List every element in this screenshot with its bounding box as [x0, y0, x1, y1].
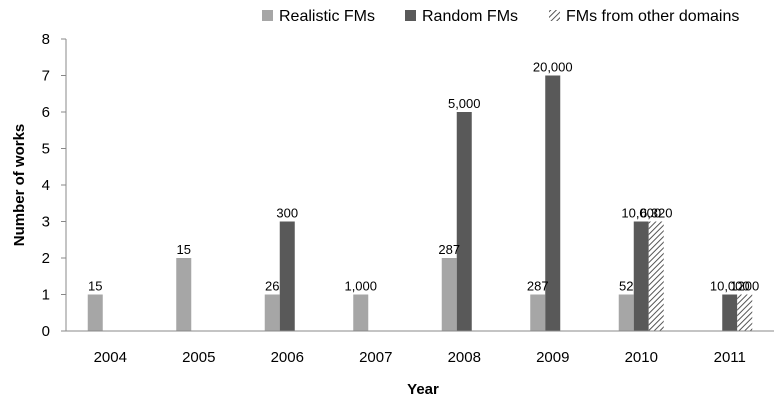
legend: Realistic FMs Random FMs FMs from other do… [262, 8, 739, 25]
data-label: 5,000 [448, 96, 481, 111]
bars [87, 75, 753, 331]
x-tick-label: 2011 [714, 349, 746, 366]
x-axis-title: Year [407, 381, 439, 398]
x-tick-label: 2008 [448, 349, 481, 366]
bar [722, 294, 738, 331]
y-tick-label: 8 [42, 31, 50, 48]
x-tick-label: 2005 [182, 349, 215, 366]
data-label: 1,000 [344, 279, 377, 294]
data-label: 20,000 [533, 60, 573, 75]
data-labels: 1515263001,0002875,00028720,0005210,0006… [88, 60, 759, 294]
data-label: 10,000 [621, 206, 661, 221]
legend-swatch [405, 10, 416, 21]
data-label: 26 [265, 279, 279, 294]
bar [633, 221, 649, 331]
y-tick-label: 0 [42, 323, 50, 340]
bar [441, 258, 457, 331]
bar [176, 258, 192, 331]
x-tick-label: 2009 [536, 349, 569, 366]
data-label: 300 [276, 206, 298, 221]
y-tick-label: 3 [42, 214, 50, 231]
data-label: 287 [438, 242, 460, 257]
bar [279, 221, 295, 331]
data-label: 10,000 [710, 279, 750, 294]
y-tick-label: 4 [42, 177, 50, 194]
data-label: 6,320 [640, 206, 673, 221]
data-label: 15 [88, 279, 102, 294]
y-tick-label: 1 [42, 287, 50, 304]
legend-label: Realistic FMs [279, 8, 375, 25]
bar [737, 294, 753, 331]
data-label: 15 [177, 242, 191, 257]
y-axis: 0 1 2 3 4 5 6 7 8 [42, 31, 66, 340]
x-tick-label: 2006 [271, 349, 304, 366]
bar [648, 221, 664, 331]
bar [456, 112, 472, 331]
bar [353, 294, 369, 331]
data-label: 287 [527, 279, 549, 294]
legend-swatch [262, 10, 273, 21]
bar [264, 294, 280, 331]
bar [618, 294, 634, 331]
bar [87, 294, 103, 331]
bar [530, 294, 546, 331]
y-tick-label: 2 [42, 250, 50, 267]
y-tick-label: 7 [42, 68, 50, 85]
y-tick-label: 5 [42, 141, 50, 158]
data-label: 1200 [730, 279, 759, 294]
bar [545, 75, 561, 331]
x-tick-label: 2007 [359, 349, 392, 366]
data-label: 52 [619, 279, 633, 294]
x-axis: 2004 2005 2006 2007 2008 2009 2010 2011 [94, 349, 746, 366]
y-tick-label: 6 [42, 104, 50, 121]
legend-swatch [549, 10, 560, 21]
legend-label: FMs from other domains [566, 8, 739, 25]
x-tick-label: 2010 [625, 349, 658, 366]
y-axis-title: Number of works [11, 124, 28, 247]
x-tick-label: 2004 [94, 349, 127, 366]
legend-label: Random FMs [422, 8, 518, 25]
